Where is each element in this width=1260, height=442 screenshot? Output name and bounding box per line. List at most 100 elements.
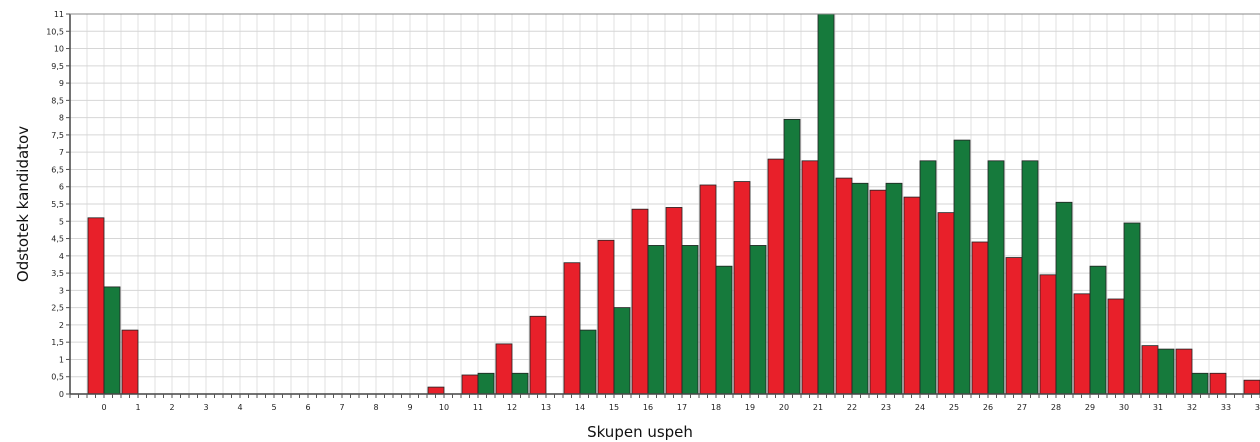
bar-series-1-18 (699, 184, 717, 395)
bar-series-1-12 (495, 343, 513, 395)
y-tick-label: 11 (54, 10, 64, 19)
x-tick-label: 34 (1255, 403, 1260, 412)
x-tick-label: 9 (407, 403, 412, 412)
x-tick-label: 14 (575, 403, 585, 412)
bar-series-1-17 (665, 207, 683, 395)
x-tick-label: 4 (237, 403, 242, 412)
bar-series-1-16 (631, 208, 649, 395)
bar-series-1-28 (1039, 274, 1057, 395)
bar-series-1-30 (1107, 298, 1125, 395)
y-tick-label: 2 (59, 321, 64, 330)
y-tick-labels: 0 0,5 1 1,5 2 2,5 3 3,5 4 4,5 5 5,5 6 6,5 7 7,5 8 8,5 9 9,5… (46, 10, 64, 399)
bar-series-2-23 (885, 182, 903, 395)
x-tick-label: 27 (1017, 403, 1027, 412)
x-tick-label: 13 (541, 403, 551, 412)
x-tick-label: 30 (1119, 403, 1129, 412)
y-tick-label: 5,5 (51, 200, 64, 209)
x-tick-labels: 0 1 2 3 4 5 6 7 8 9 10 11 12 13 14 15 16 17 18 19 20 21 22 23 24… (101, 403, 1260, 412)
bar-series-2-19 (749, 245, 767, 395)
x-tick-label: 2 (169, 403, 174, 412)
bar-series-2-29 (1089, 265, 1107, 395)
x-tick-label: 10 (439, 403, 449, 412)
bar-series-2-28 (1055, 201, 1073, 395)
bar-series-1-29 (1073, 293, 1091, 395)
bar-series-1-10 (427, 386, 445, 395)
bar-series-2-25 (953, 139, 971, 395)
bar-series-1-22 (835, 177, 853, 395)
bar-series-2-32 (1191, 372, 1209, 395)
x-tick-label: 0 (101, 403, 106, 412)
bar-series-1-15 (597, 239, 615, 395)
bar-series-1-27 (1005, 257, 1023, 395)
x-tick-label: 18 (711, 403, 721, 412)
bar-series-1-32 (1175, 348, 1193, 395)
x-tick-label: 28 (1051, 403, 1061, 412)
bar-series-1-11 (461, 374, 479, 395)
x-tick-label: 32 (1187, 403, 1197, 412)
bar-series-1-25 (937, 212, 955, 395)
x-tick-label: 1 (135, 403, 140, 412)
y-tick-label: 1,5 (51, 338, 64, 347)
bar-series-2-31 (1157, 348, 1175, 395)
bar-series-1-20 (767, 158, 785, 395)
y-tick-label: 7,5 (51, 131, 64, 140)
y-tick-label: 6,5 (51, 165, 64, 174)
x-tick-label: 7 (339, 403, 344, 412)
bar-series-1-33 (1209, 372, 1227, 395)
y-tick-label: 10 (54, 45, 64, 54)
y-tick-label: 8 (59, 114, 64, 123)
x-tick-label: 11 (473, 403, 483, 412)
x-tick-label: 16 (643, 403, 653, 412)
x-tick-label: 29 (1085, 403, 1095, 412)
bar-series-2-0 (103, 286, 121, 395)
bar-series-2-16 (647, 245, 665, 395)
bar-series-2-12 (511, 372, 529, 395)
x-tick-label: 22 (847, 403, 857, 412)
bars (87, 13, 1260, 395)
bar-series-1-26 (971, 241, 989, 395)
y-axis-title: Odstotek kandidatov (14, 126, 32, 282)
bar-series-1-19 (733, 181, 751, 395)
y-tick-label: 2,5 (51, 304, 64, 313)
bar-series-2-11 (477, 372, 495, 395)
x-tick-label: 23 (881, 403, 891, 412)
x-tick-label: 25 (949, 403, 959, 412)
bar-series-2-27 (1021, 160, 1039, 395)
y-tick-label: 4,5 (51, 235, 64, 244)
bar-series-2-17 (681, 245, 699, 395)
y-tick-label: 7 (59, 148, 64, 157)
x-tick-label: 26 (983, 403, 993, 412)
y-tick-label: 9 (59, 79, 64, 88)
y-tick-label: 3 (59, 286, 64, 295)
bar-series-1-1 (121, 329, 139, 395)
y-tick-label: 4 (59, 252, 64, 261)
bar-series-1-31 (1141, 345, 1159, 395)
x-tick-label: 8 (373, 403, 378, 412)
y-tick-label: 9,5 (51, 62, 64, 71)
x-tick-label: 33 (1221, 403, 1231, 412)
bar-series-2-18 (715, 265, 733, 395)
x-axis-title: Skupen uspeh (587, 423, 693, 441)
bar-series-2-24 (919, 160, 937, 395)
bar-series-1-23 (869, 189, 887, 395)
bar-series-2-21 (817, 13, 835, 395)
y-tick-label: 1 (59, 355, 64, 364)
bar-series-2-15 (613, 307, 631, 395)
x-tick-label: 15 (609, 403, 619, 412)
bar-series-2-30 (1123, 222, 1141, 395)
bar-series-1-13 (529, 315, 547, 395)
x-tick-label: 24 (915, 403, 925, 412)
x-tick-label: 20 (779, 403, 789, 412)
bar-series-2-20 (783, 118, 801, 395)
x-tick-label: 12 (507, 403, 517, 412)
y-tick-label: 5 (59, 217, 64, 226)
x-tick-label: 17 (677, 403, 687, 412)
x-tick-label: 3 (203, 403, 208, 412)
bar-series-1-21 (801, 160, 819, 395)
axes (66, 13, 1260, 398)
y-tick-label: 0 (59, 390, 64, 399)
x-tick-label: 31 (1153, 403, 1163, 412)
y-tick-label: 8,5 (51, 96, 64, 105)
gridlines (69, 13, 1260, 395)
